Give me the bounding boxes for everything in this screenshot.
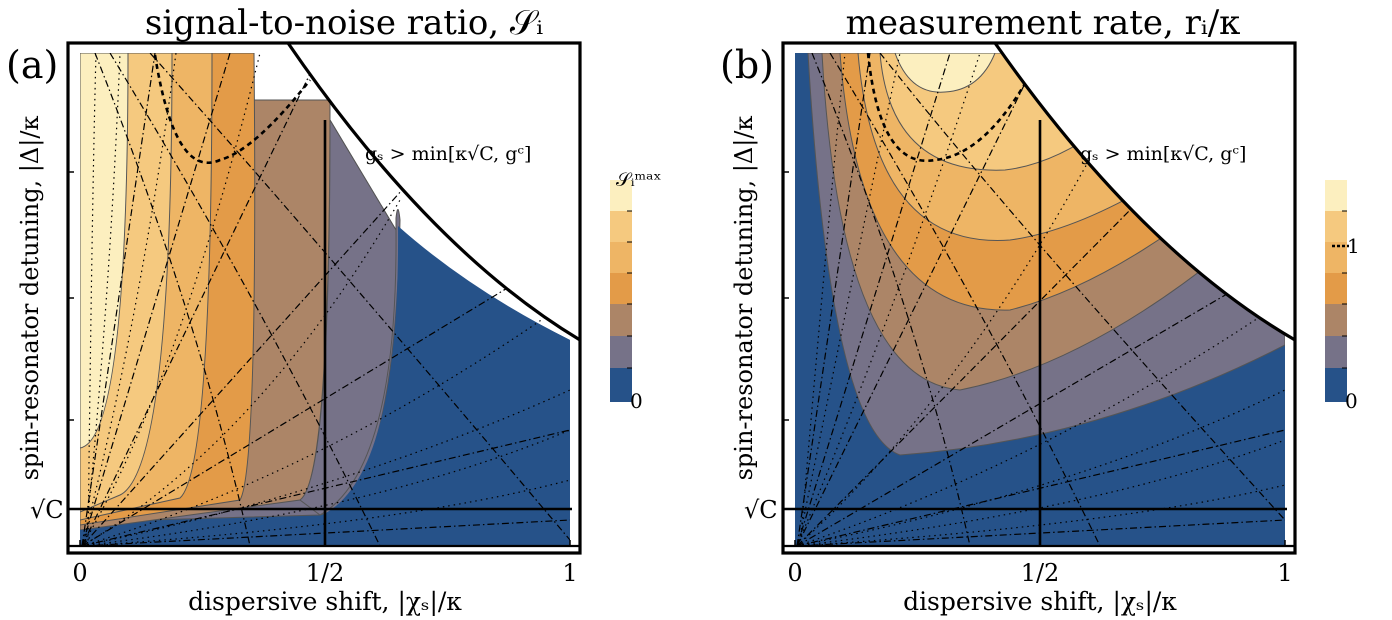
panel-b-xtick-2: 1 (1277, 559, 1292, 587)
panel-b-xtick-0: 0 (787, 559, 802, 587)
colorbar-b: 1 0 (1325, 180, 1360, 413)
dotted-lines-b (796, 53, 1285, 546)
panel-b-ylabel: spin-resonator detuning, |Δ|/κ (730, 116, 759, 481)
colorbar-a-swatch-3 (610, 273, 632, 304)
colorbar-b-swatch-6 (1325, 368, 1347, 402)
colorbar-b-swatch-2 (1325, 242, 1347, 273)
rate-one-contour-b (866, 53, 1032, 163)
excluded-region-b (1002, 53, 1285, 335)
dashdot-lines-a (81, 53, 570, 546)
panel-b-title: measurement rate, rᵢ/κ (846, 3, 1241, 43)
colorbar-a-swatch-0 (610, 180, 632, 211)
colorbar-a-swatch-2 (610, 242, 632, 273)
colorbar-a-swatch-1 (610, 211, 632, 242)
panel-b-xlabel: dispersive shift, |χₛ|/κ (903, 587, 1177, 617)
panel-b: measurement rate, rᵢ/κ (b) (720, 3, 1360, 617)
panel-a-xtick-0: 0 (72, 559, 87, 587)
colorbar-b-swatch-5 (1325, 336, 1347, 368)
band-b-6 (894, 53, 996, 93)
excluded-region-a (294, 53, 570, 334)
excluded-boundary-b (993, 42, 1296, 342)
panel-b-letter: (b) (720, 43, 774, 87)
panel-a: signal-to-noise ratio, 𝒮ᵢ (a) (6, 3, 662, 617)
panel-b-yticks (783, 171, 1286, 546)
panel-a-xtick-1: 1/2 (306, 559, 345, 587)
snr-max-contour-a (153, 54, 312, 165)
panel-a-title: signal-to-noise ratio, 𝒮ᵢ (145, 3, 543, 43)
colorbar-b-bottom-label: 0 (1345, 389, 1358, 413)
colorbar-a-swatch-5 (610, 336, 632, 368)
colorbar-b-swatch-1 (1325, 211, 1347, 242)
band-a-0b (80, 226, 570, 546)
panel-b-xtick-1: 1/2 (1021, 559, 1060, 587)
colorbar-b-swatch-4 (1325, 304, 1347, 336)
dotted-lines-a (81, 53, 570, 546)
panel-a-plot (80, 53, 570, 546)
panel-b-constraint: gₛ > min[κ√C, gᶜ] (1080, 143, 1246, 165)
panel-a-xtick-2: 1 (562, 559, 577, 587)
colorbar-a-swatch-6 (610, 368, 632, 402)
panel-a-letter: (a) (6, 43, 58, 87)
colorbar-a-swatch-4 (610, 304, 632, 336)
panel-a-yticks (68, 171, 571, 546)
colorbar-b-swatch-0 (1325, 180, 1347, 211)
excluded-boundary-a (286, 42, 581, 342)
panel-b-ymarker: √C (744, 496, 778, 524)
panel-b-plot (795, 53, 1285, 546)
colorbar-a-top-label: 𝒮ᵢᵐᵃˣ (616, 169, 662, 191)
colorbar-b-marked-label: 1 (1347, 234, 1360, 258)
panel-a-xlabel: dispersive shift, |χₛ|/κ (188, 587, 462, 617)
band-a-6 (80, 53, 129, 449)
colorbar-b-swatch-3 (1325, 273, 1347, 304)
panel-a-ymarker: √C (30, 496, 64, 524)
panel-a-ylabel: spin-resonator detuning, |Δ|/κ (16, 116, 45, 481)
colorbar-a-bottom-label: 0 (630, 389, 643, 413)
panel-a-constraint: gₛ > min[κ√C, gᶜ] (365, 143, 531, 165)
colorbar-a: 𝒮ᵢᵐᵃˣ 0 (610, 169, 662, 413)
